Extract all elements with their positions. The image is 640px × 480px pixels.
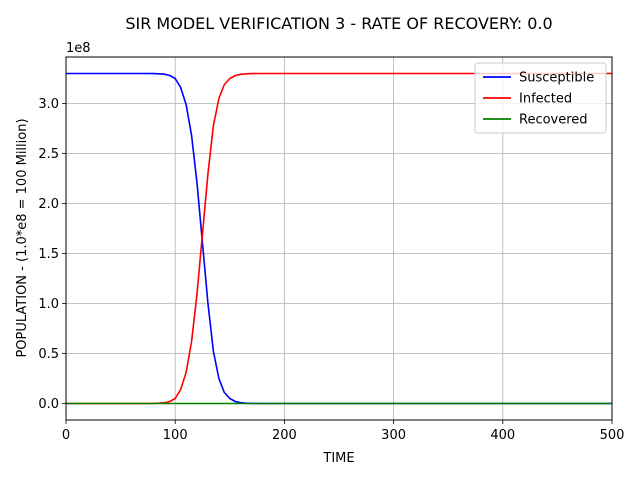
x-tick-label: 0	[62, 428, 70, 443]
legend-label: Susceptible	[519, 71, 594, 86]
legend-item: Recovered	[483, 113, 588, 128]
legend-label: Recovered	[519, 113, 588, 128]
series-lines	[66, 72, 612, 405]
y-tick-label: 0.0	[38, 397, 59, 412]
chart-title: SIR MODEL VERIFICATION 3 - RATE OF RECOV…	[125, 14, 552, 33]
legend-item: Infected	[483, 92, 572, 107]
y-tick-label: 0.5	[38, 347, 59, 362]
y-tick-label: 2.0	[38, 197, 59, 212]
y-tick-label: 1.0	[38, 297, 59, 312]
legend-label: Infected	[519, 92, 572, 107]
plot-area-frame	[65, 56, 613, 421]
x-axis: 0 100 200 300 400 500	[62, 420, 625, 443]
legend: Susceptible Infected Recovered	[474, 62, 607, 134]
legend-item: Susceptible	[483, 71, 594, 86]
y-axis-label: POPULATION - (1.0*e8 = 100 Million)	[15, 118, 30, 357]
y-axis: 0.0 0.5 1.0 1.5 2.0 2.5 3.0	[38, 97, 66, 412]
x-tick-label: 400	[490, 428, 515, 443]
x-axis-label: TIME	[322, 451, 354, 466]
y-tick-label: 1.5	[38, 247, 59, 262]
x-tick-label: 200	[272, 428, 297, 443]
x-tick-label: 500	[600, 428, 625, 443]
y-offset-label: 1e8	[66, 41, 91, 56]
y-tick-label: 2.5	[38, 147, 59, 162]
y-tick-label: 3.0	[38, 97, 59, 112]
x-tick-label: 300	[381, 428, 406, 443]
x-tick-label: 100	[163, 428, 188, 443]
legend-frame	[474, 62, 607, 134]
